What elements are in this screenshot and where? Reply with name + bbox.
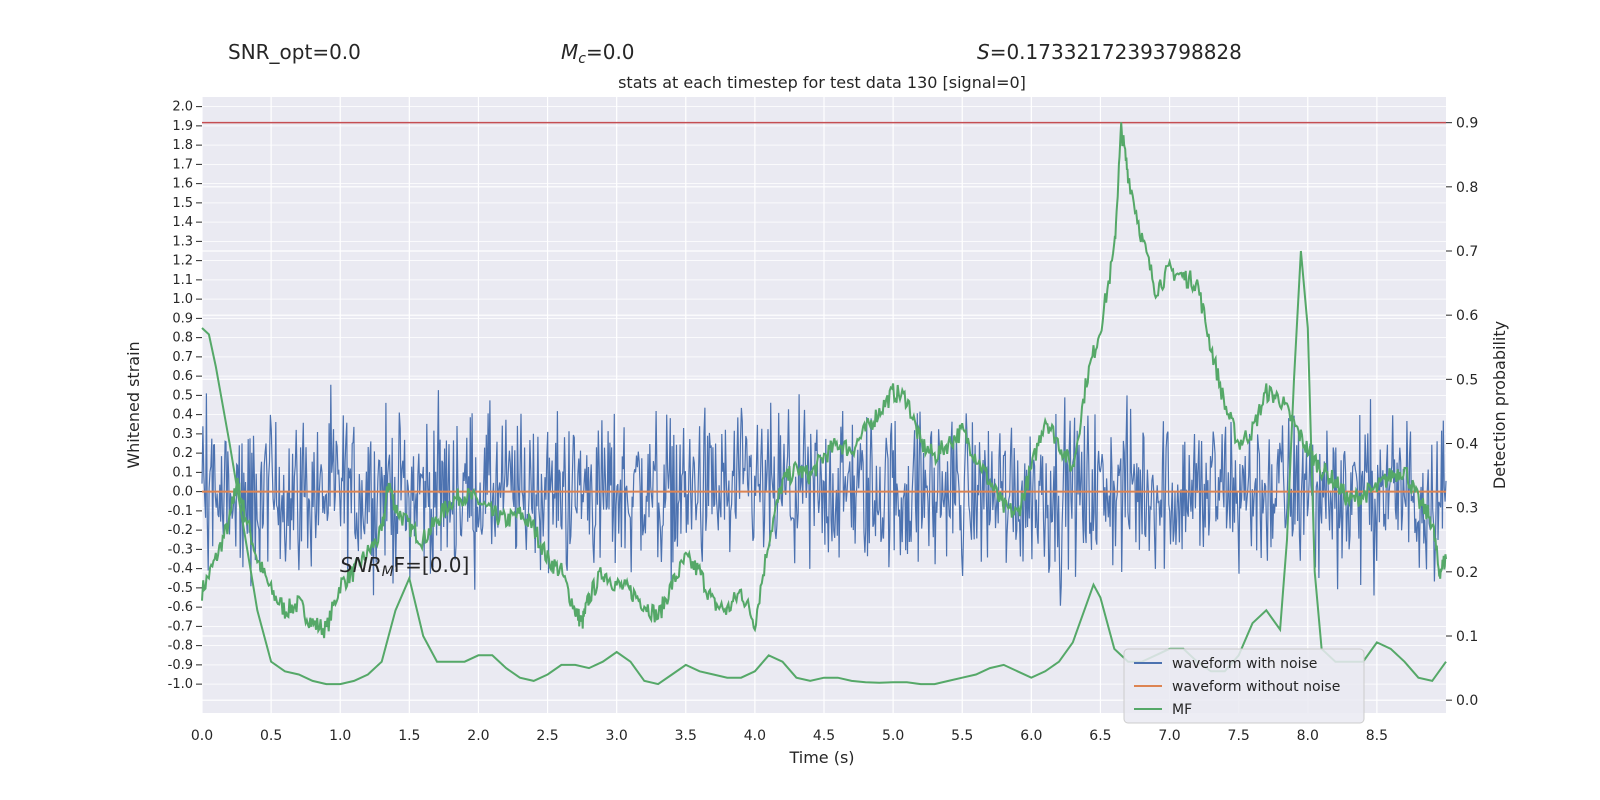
x-tick-label: 5.5: [951, 728, 973, 744]
left-tick-label: 1.7: [172, 157, 193, 172]
snr-mf-subscript: M: [382, 564, 394, 580]
right-tick-label: 0.9: [1456, 116, 1478, 132]
left-tick-label: 0.9: [172, 311, 193, 326]
stat-s-label: S=0.17332172393798828: [977, 40, 1242, 64]
left-tick-label: -0.4: [168, 562, 193, 577]
x-tick-label: 0.5: [260, 728, 282, 744]
x-tick-label: 6.0: [1020, 728, 1042, 744]
x-tick-label: 1.5: [398, 728, 420, 744]
x-tick-label: 8.0: [1297, 728, 1319, 744]
left-tick-label: 0.7: [172, 350, 193, 365]
legend: waveform with noise waveform without noi…: [1123, 648, 1365, 724]
left-tick-label: -0.6: [168, 600, 193, 615]
right-tick-label: 0.3: [1456, 501, 1478, 517]
right-tick-label: 0.0: [1456, 693, 1478, 709]
chirp-mass-subscript: c: [578, 51, 586, 67]
left-tick-label: 0.6: [172, 369, 193, 384]
left-tick-label: 1.1: [172, 273, 193, 288]
x-tick-label: 4.5: [813, 728, 835, 744]
x-tick-label: 2.0: [467, 728, 489, 744]
right-tick-label: 0.4: [1456, 437, 1478, 453]
x-tick-label: 3.0: [606, 728, 628, 744]
left-tick-label: -0.2: [168, 523, 193, 538]
x-tick-label: 5.0: [882, 728, 904, 744]
left-tick-label: 0.3: [172, 427, 193, 442]
left-tick-label: 1.2: [172, 254, 193, 269]
right-axis-label: Detection probability: [1490, 321, 1509, 489]
right-tick-label: 0.6: [1456, 308, 1478, 324]
x-tick-label: 6.5: [1089, 728, 1111, 744]
legend-label-mf: MF: [1172, 702, 1192, 718]
left-tick-label: 1.3: [172, 234, 193, 249]
chirp-mass-symbol: M: [561, 40, 578, 64]
left-tick-label: 0.1: [172, 465, 193, 480]
left-axis-ticks: 2.0 1.9 1.8 1.7 1.6 1.5 1.4 1.3 1.2 1.1 1.0 0.9 0.8 0…: [168, 100, 202, 692]
x-tick-label: 4.0: [744, 728, 766, 744]
left-tick-label: 1.5: [172, 196, 193, 211]
left-tick-label: 1.6: [172, 177, 193, 192]
chirp-mass-value: =0.0: [586, 40, 635, 64]
x-axis-ticks: 0.0 0.5 1.0 1.5 2.0 2.5 3.0 3.5 4.0 4.5 5.0 5.5 6.0 6…: [191, 728, 1388, 744]
right-tick-label: 0.5: [1456, 372, 1478, 388]
x-tick-label: 2.5: [536, 728, 558, 744]
left-tick-label: 0.2: [172, 446, 193, 461]
snr-opt-label: SNR_opt=0.0: [228, 40, 361, 64]
right-tick-label: 0.7: [1456, 244, 1478, 260]
series-mf: [201, 250, 1447, 686]
x-tick-label: 7.0: [1158, 728, 1180, 744]
snr-mf-symbol: SNR: [340, 553, 382, 577]
series-layer: [201, 121, 1447, 686]
left-axis-label: Whitened strain: [124, 341, 143, 468]
stat-s-symbol: S: [977, 40, 990, 64]
x-tick-label: 0.0: [191, 728, 213, 744]
right-axis-ticks: 0.0 0.1 0.2 0.3 0.4 0.5 0.6 0.7 0.8 0.9: [1446, 116, 1478, 709]
left-tick-label: -0.7: [168, 619, 193, 634]
left-tick-label: -0.5: [168, 581, 193, 596]
left-tick-label: -0.3: [168, 542, 193, 557]
left-tick-label: 1.0: [172, 292, 193, 307]
x-tick-label: 3.5: [675, 728, 697, 744]
left-tick-label: 0.8: [172, 331, 193, 346]
snr-mf-annotation: SNRMF=[0.0]: [340, 553, 469, 580]
right-tick-label: 0.1: [1456, 629, 1478, 645]
left-tick-label: 0.4: [172, 408, 193, 423]
left-tick-label: 0.0: [172, 485, 193, 500]
left-tick-label: 0.5: [172, 388, 193, 403]
right-tick-label: 0.2: [1456, 565, 1478, 581]
left-tick-label: 1.9: [172, 119, 193, 134]
series-detection-probability: [201, 122, 1447, 639]
left-tick-label: -0.8: [168, 639, 193, 654]
snr-mf-value: F=[0.0]: [394, 553, 470, 577]
stat-s-value: =0.17332172393798828: [990, 40, 1242, 64]
x-tick-label: 8.5: [1366, 728, 1388, 744]
left-tick-label: -0.1: [168, 504, 193, 519]
left-tick-label: 1.4: [172, 215, 193, 230]
legend-box: [1123, 648, 1365, 724]
legend-label-waveform-with-noise: waveform with noise: [1172, 656, 1317, 672]
chart-title: stats at each timestep for test data 130…: [618, 73, 1026, 92]
left-tick-label: 1.8: [172, 138, 193, 153]
right-tick-label: 0.8: [1456, 180, 1478, 196]
x-axis-label: Time (s): [788, 748, 854, 767]
left-tick-label: -0.9: [168, 658, 193, 673]
x-tick-label: 7.5: [1228, 728, 1250, 744]
left-tick-label: 2.0: [172, 100, 193, 115]
legend-label-waveform-without-noise: waveform without noise: [1172, 679, 1340, 695]
left-tick-label: -1.0: [168, 677, 193, 692]
x-tick-label: 1.0: [329, 728, 351, 744]
chirp-mass-label: Mc=0.0: [561, 40, 635, 67]
